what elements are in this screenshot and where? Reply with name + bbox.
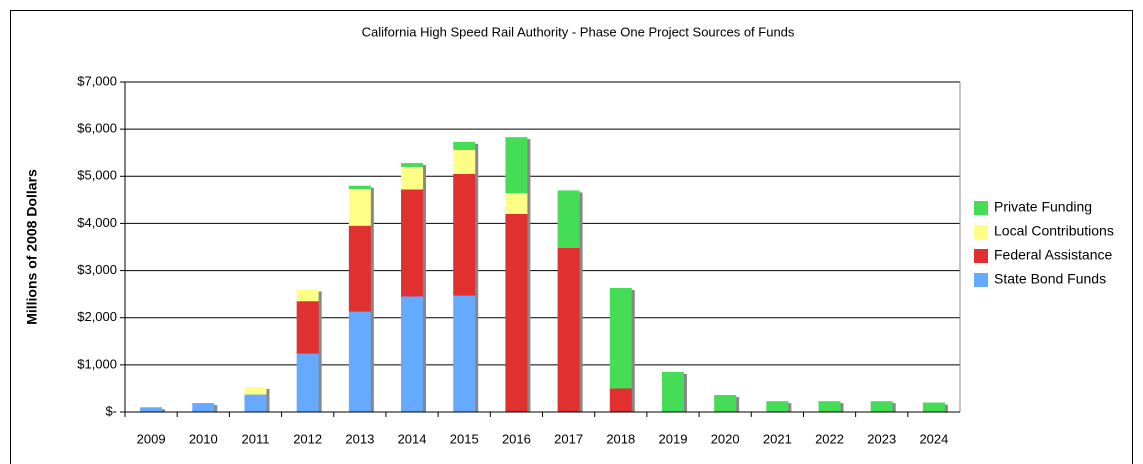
bar-segment [296, 353, 319, 412]
y-tick-label: $2,000 [77, 309, 117, 324]
bar-segment [348, 311, 371, 412]
y-tick-label: $7,000 [77, 73, 117, 88]
bar-segment [714, 395, 737, 412]
bar-segment [661, 371, 684, 412]
x-tick-label: 2011 [241, 431, 269, 446]
bar-segment [505, 214, 528, 412]
bar-segment [453, 141, 476, 150]
y-tick-label: $6,000 [77, 121, 117, 136]
x-tick-label: 2010 [189, 431, 218, 446]
bar-segment [348, 189, 371, 226]
legend-label: Private Funding [994, 199, 1092, 215]
x-tick-label: 2013 [345, 431, 374, 446]
bar-segment [922, 402, 945, 412]
bar-segment [818, 401, 841, 412]
bar-segment [505, 193, 528, 214]
legend-swatch [974, 249, 988, 263]
bar-segment [505, 137, 528, 194]
y-tick-label: $5,000 [77, 168, 117, 183]
bar-segment [244, 394, 267, 412]
y-tick-label: $3,000 [77, 262, 117, 277]
bar-segment [609, 388, 632, 412]
bar-segment [296, 301, 319, 354]
x-tick-label: 2020 [711, 431, 740, 446]
x-tick-label: 2018 [606, 431, 635, 446]
y-tick-label: $4,000 [77, 215, 117, 230]
y-tick-label: $- [105, 403, 117, 418]
x-tick-label: 2016 [502, 431, 531, 446]
bar-segment [453, 149, 476, 174]
bar-segment [609, 288, 632, 389]
legend-swatch [974, 225, 988, 239]
y-tick-label: $1,000 [77, 356, 117, 371]
x-tick-label: 2023 [867, 431, 896, 446]
x-tick-label: 2014 [398, 431, 427, 446]
x-tick-label: 2009 [137, 431, 166, 446]
bar-segment [401, 163, 424, 167]
x-tick-label: 2015 [450, 431, 479, 446]
bar-segment [453, 173, 476, 296]
x-tick-label: 2024 [919, 431, 948, 446]
legend-swatch [974, 273, 988, 287]
x-tick-label: 2019 [659, 431, 688, 446]
legend-label: State Bond Funds [994, 271, 1106, 287]
bar-segment [192, 403, 215, 412]
bar-segment [140, 407, 163, 412]
legend-swatch [974, 201, 988, 215]
bar-segment [401, 296, 424, 412]
bar-segment [453, 295, 476, 412]
x-tick-label: 2012 [293, 431, 322, 446]
bar-segment [870, 401, 893, 412]
x-tick-label: 2017 [554, 431, 583, 446]
bar-segment [296, 289, 319, 302]
y-axis-label: Millions of 2008 Dollars [24, 169, 40, 325]
bar-segment [557, 190, 580, 248]
x-tick-label: 2021 [763, 431, 792, 446]
x-tick-label: 2022 [815, 431, 844, 446]
chart-title: California High Speed Rail Authority - P… [362, 24, 795, 39]
bar-segment [557, 247, 580, 412]
legend-label: Local Contributions [994, 223, 1114, 239]
bar-segment [401, 189, 424, 297]
bar-segment [401, 166, 424, 190]
legend-label: Federal Assistance [994, 247, 1112, 263]
bar-segment [244, 387, 267, 395]
bar-segment [766, 401, 789, 412]
bar-segment [348, 185, 371, 190]
bar-segment [348, 225, 371, 312]
